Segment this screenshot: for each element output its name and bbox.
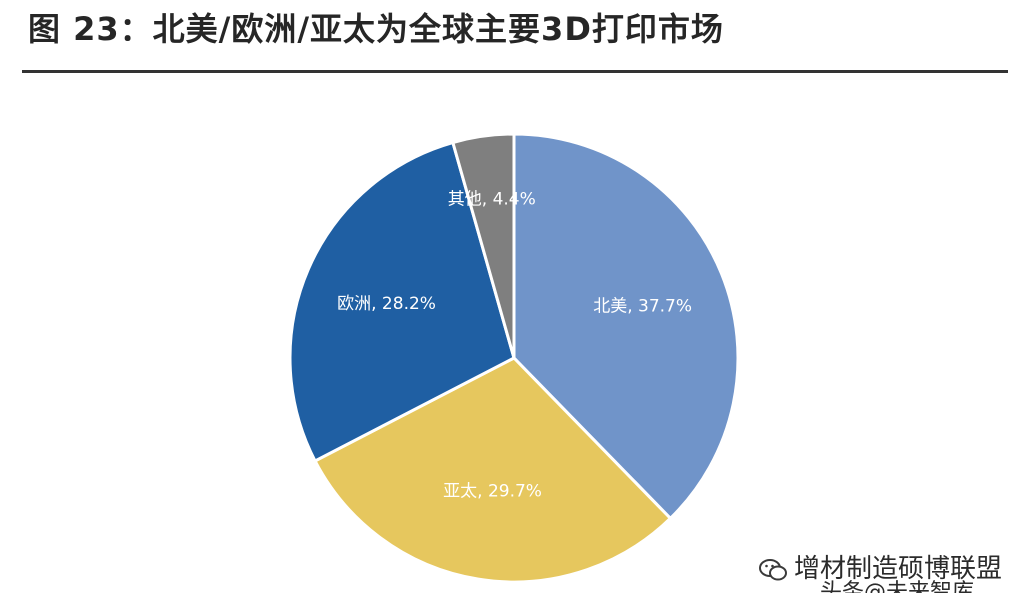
pie-slice-1 xyxy=(313,356,673,584)
watermark-text: 增材制造硕博联盟 xyxy=(794,554,1003,584)
pie-slice-2 xyxy=(288,140,516,463)
pie-label-3: 其他, 4.4% xyxy=(448,189,536,209)
page-title: 图 23：北美/欧洲/亚太为全球主要3D打印市场 xyxy=(28,10,724,48)
pie-slice-3 xyxy=(451,132,516,359)
watermark-sub: 头条@未来智库 xyxy=(820,580,975,593)
watermark: 增材制造硕博联盟 xyxy=(758,548,1002,585)
pie-label-0: 北美, 37.7% xyxy=(593,297,692,317)
pie-slice-0 xyxy=(512,132,740,521)
wechat-icon xyxy=(759,558,787,580)
pie-label-1: 亚太, 29.7% xyxy=(443,482,542,502)
pie-label-2: 欧洲, 28.2% xyxy=(337,294,436,314)
pie-labels: 北美, 37.7% 亚太, 29.7% 欧洲, 28.2% 其他, 4.4% xyxy=(337,189,692,501)
title-divider xyxy=(22,70,1008,73)
pie-slices xyxy=(288,132,740,584)
